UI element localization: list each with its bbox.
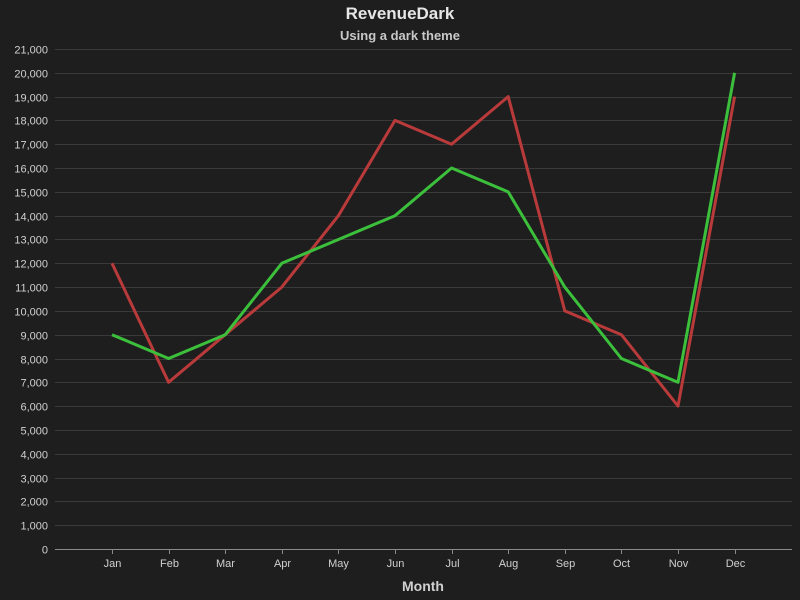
x-tick-label: Nov: [669, 558, 689, 570]
x-tick-label: Dec: [726, 558, 746, 570]
y-tick-label: 17,000: [14, 140, 48, 152]
grid-lines: [55, 49, 792, 526]
series-line-1: [110, 95, 737, 408]
x-tick-label: Jan: [104, 558, 122, 570]
x-axis-tick-labels: Jan Feb Mar Apr May Jun Jul Aug Sep Oct Nov Dec: [104, 549, 746, 570]
x-tick-label: Sep: [556, 558, 576, 570]
y-tick-label: 4,000: [20, 450, 48, 462]
y-tick-label: 15,000: [14, 188, 48, 200]
y-tick-label: 9,000: [20, 331, 48, 343]
series-line-2: [111, 72, 737, 384]
y-tick-label: 2,000: [20, 497, 48, 509]
y-tick-label: 14,000: [14, 212, 48, 224]
x-tick-label: Oct: [613, 558, 630, 570]
y-tick-label: 3,000: [20, 474, 48, 486]
x-tick-label: Feb: [160, 558, 179, 570]
chart-subtitle: Using a dark theme: [340, 28, 460, 43]
y-tick-label: 13,000: [14, 235, 48, 247]
y-axis-tick-labels: 0 1,000 2,000 3,000 4,000 5,000 6,000 7,000 8,00…: [14, 45, 48, 557]
y-tick-label: 7,000: [20, 378, 48, 390]
x-tick-label: Aug: [499, 558, 519, 570]
y-tick-label: 6,000: [20, 402, 48, 414]
y-tick-label: 12,000: [14, 259, 48, 271]
y-tick-label: 20,000: [14, 69, 48, 81]
series-lines: [110, 72, 737, 408]
x-tick-label: Jul: [445, 558, 459, 570]
y-tick-label: 18,000: [14, 116, 48, 128]
y-tick-label: 8,000: [20, 355, 48, 367]
chart-title: RevenueDark: [346, 4, 455, 23]
y-tick-label: 11,000: [15, 283, 48, 295]
y-tick-label: 5,000: [20, 426, 48, 438]
y-tick-label: 21,000: [14, 45, 48, 57]
x-tick-label: Apr: [274, 558, 291, 570]
x-tick-label: Jun: [387, 558, 405, 570]
y-tick-label: 1,000: [20, 521, 48, 533]
x-axis-label: Month: [402, 578, 444, 594]
x-tick-label: Mar: [216, 558, 235, 570]
y-tick-label: 0: [42, 545, 48, 557]
y-tick-label: 10,000: [14, 307, 48, 319]
y-tick-label: 19,000: [14, 93, 48, 105]
y-tick-label: 16,000: [14, 164, 48, 176]
x-tick-label: May: [328, 558, 349, 570]
